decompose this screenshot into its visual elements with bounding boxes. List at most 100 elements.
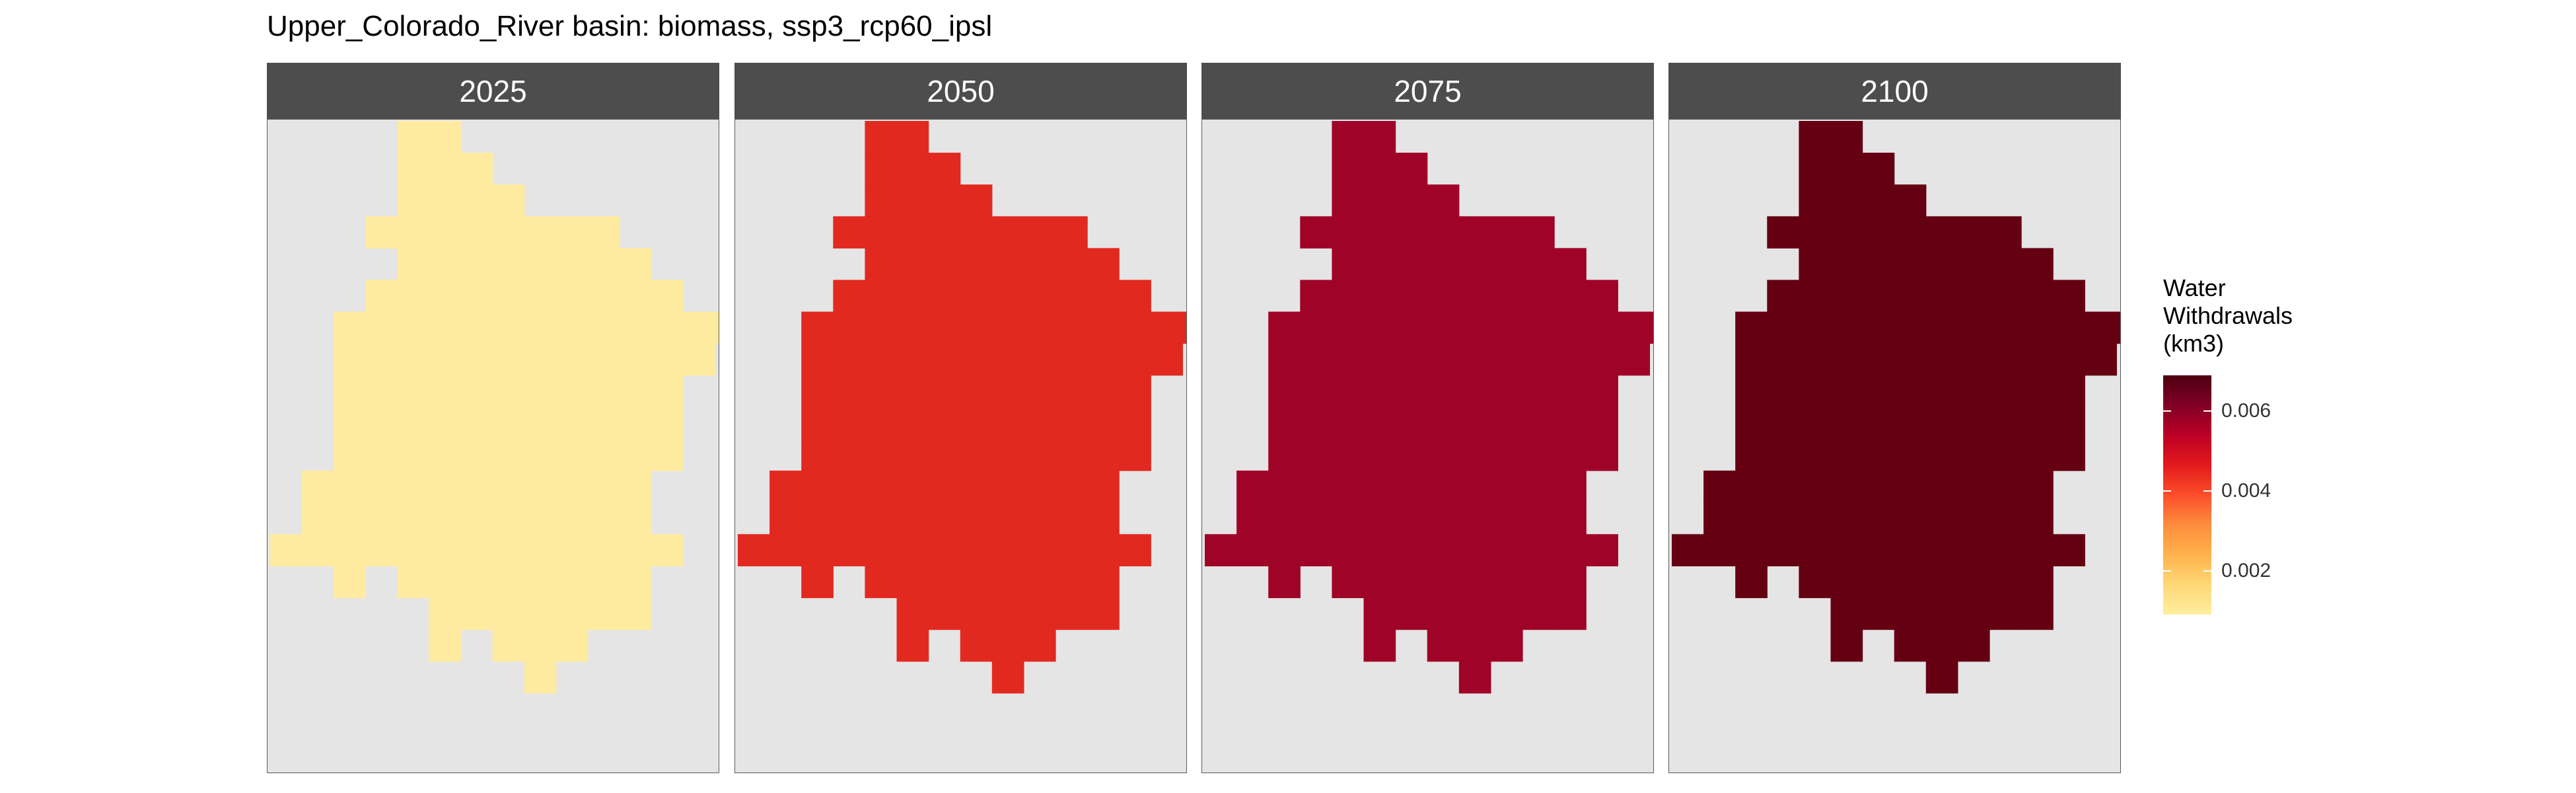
grid-cell [429,406,462,439]
grid-cell [1703,534,1736,566]
grid-cell [1363,121,1396,153]
grid-cell [1268,534,1301,566]
grid-cell [1119,375,1151,408]
grid-cell [896,629,929,662]
grid-cell [1618,311,1650,344]
grid-cell [833,311,865,344]
grid-cell [555,597,589,630]
grid-cell [1055,343,1088,376]
grid-cell [960,566,993,599]
grid-cell [334,566,366,599]
grid-cell [1087,439,1120,471]
grid-cell [1427,629,1460,662]
grid-cell [492,406,525,439]
grid-cell [1799,153,1832,185]
grid-cell [1332,534,1365,566]
grid-cell [1023,280,1056,313]
grid-cell [928,502,961,535]
grid-cell [429,248,462,281]
grid-cell [588,439,620,471]
grid-cell [429,597,462,630]
grid-cell [2021,502,2054,535]
grid-cell [1862,343,1895,376]
grid-cell [1395,597,1428,630]
grid-cell [1554,439,1587,471]
grid-cell [1300,502,1332,535]
grid-cell [429,216,462,248]
grid-cell [397,502,430,535]
grid-cell [801,471,834,503]
grid-cell [1087,375,1120,408]
grid-cell [1023,502,1056,535]
grid-cell [397,406,430,439]
grid-cell [1925,597,1958,630]
grid-cell [1458,280,1491,313]
grid-cell [1332,343,1365,376]
facet-panel-2100: 2100 [1668,63,2121,773]
grid-cell [1490,406,1523,439]
grid-cell [365,343,398,376]
grid-cell [865,343,898,376]
grid-cell [1925,311,1958,344]
grid-cell [1957,280,1990,313]
grid-cell [1055,471,1088,503]
grid-cell [1182,311,1186,344]
grid-cell [1735,406,1768,439]
grid-cell [833,343,865,376]
grid-cell [896,406,929,439]
grid-cell [928,534,961,566]
grid-cell [1799,121,1832,153]
grid-cell [1894,311,1927,344]
grid-cell [1023,375,1056,408]
grid-cell [460,184,493,217]
grid-cell [1055,375,1088,408]
grid-cell [588,311,620,344]
grid-cell [991,280,1024,313]
grid-cell [1799,375,1832,408]
grid-cell [1894,439,1927,471]
grid-cell [1862,439,1895,471]
grid-cell [1363,375,1396,408]
grid-cell [865,311,898,344]
grid-cell [1490,280,1523,313]
grid-cell [524,661,557,694]
grid-cell [1332,311,1365,344]
grid-cell [1363,216,1396,248]
grid-cell [896,311,929,344]
colorbar-tick-mark [2203,490,2211,492]
grid-cell [991,661,1024,694]
grid-cell [334,406,366,439]
grid-cell [588,471,620,503]
grid-cell [1925,661,1958,694]
grid-cell [1830,375,1863,408]
grid-cell [588,502,620,535]
grid-cell [1862,184,1895,217]
grid-cell [651,343,684,376]
grid-cell [1522,343,1555,376]
grid-cell [865,406,898,439]
grid-cell [1363,534,1396,566]
grid-cell [1427,216,1460,248]
colorbar-legend: Water Withdrawals (km3) 0.002 0.004 0.006 [2163,274,2388,618]
colorbar-tick-mark [2163,570,2171,572]
grid-cell [1894,406,1927,439]
grid-cell [1586,311,1618,344]
grid-cell [2085,343,2117,376]
grid-cell [1268,566,1301,599]
grid-cell [896,153,929,185]
grid-cell [492,280,525,313]
grid-cell [801,343,834,376]
grid-cell [896,471,929,503]
grid-cell [1957,216,1990,248]
grid-cell [1554,597,1587,630]
grid-cell [1300,280,1332,313]
grid-cell [1799,534,1832,566]
grid-cell [1957,629,1990,662]
grid-cell [1268,311,1301,344]
grid-cell [801,406,834,439]
grid-cell [1332,471,1365,503]
grid-cell [460,375,493,408]
grid-cell [1799,406,1832,439]
grid-cell [1087,471,1120,503]
grid-cell [1151,311,1183,344]
